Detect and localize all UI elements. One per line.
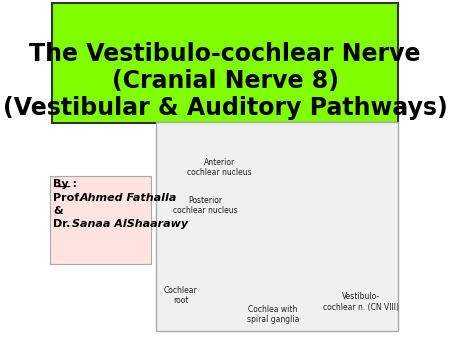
FancyBboxPatch shape — [156, 122, 398, 331]
Text: The Vestibulo-cochlear Nerve: The Vestibulo-cochlear Nerve — [29, 42, 421, 66]
Text: Ahmed Fathalla: Ahmed Fathalla — [80, 193, 177, 203]
Text: Cochlear
root: Cochlear root — [164, 286, 198, 305]
Text: Anterior
cochlear nucleus: Anterior cochlear nucleus — [187, 158, 252, 177]
FancyBboxPatch shape — [50, 176, 151, 264]
Text: Vestibulo-
cochlear n. (CN VIII): Vestibulo- cochlear n. (CN VIII) — [323, 292, 399, 312]
FancyBboxPatch shape — [52, 3, 398, 123]
Text: Sanaa AlShaarawy: Sanaa AlShaarawy — [72, 219, 188, 229]
Text: Posterior
cochlear nucleus: Posterior cochlear nucleus — [173, 196, 238, 215]
Text: Dr.: Dr. — [53, 219, 75, 229]
Text: (Vestibular & Auditory Pathways): (Vestibular & Auditory Pathways) — [3, 96, 447, 120]
Text: &: & — [53, 206, 63, 216]
Text: Cochlea with
spiral ganglia: Cochlea with spiral ganglia — [247, 305, 299, 324]
Text: Prof.: Prof. — [53, 193, 87, 203]
Text: (Cranial Nerve 8): (Cranial Nerve 8) — [112, 69, 338, 93]
Text: By :: By : — [53, 179, 77, 189]
